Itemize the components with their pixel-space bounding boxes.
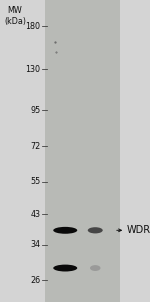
- Text: 26: 26: [30, 276, 40, 284]
- Text: WDR5: WDR5: [127, 225, 150, 235]
- Text: 55: 55: [30, 177, 40, 186]
- Bar: [45, 0, 120, 302]
- Text: 180: 180: [26, 22, 40, 31]
- Text: 95: 95: [30, 106, 40, 115]
- Ellipse shape: [53, 265, 77, 271]
- Ellipse shape: [90, 265, 101, 271]
- Text: 34: 34: [30, 240, 40, 249]
- Text: 130: 130: [26, 65, 40, 73]
- Ellipse shape: [53, 227, 77, 234]
- Text: 43: 43: [30, 210, 40, 219]
- Text: MW
(kDa): MW (kDa): [4, 6, 26, 26]
- Ellipse shape: [88, 227, 103, 233]
- Text: 72: 72: [30, 142, 40, 151]
